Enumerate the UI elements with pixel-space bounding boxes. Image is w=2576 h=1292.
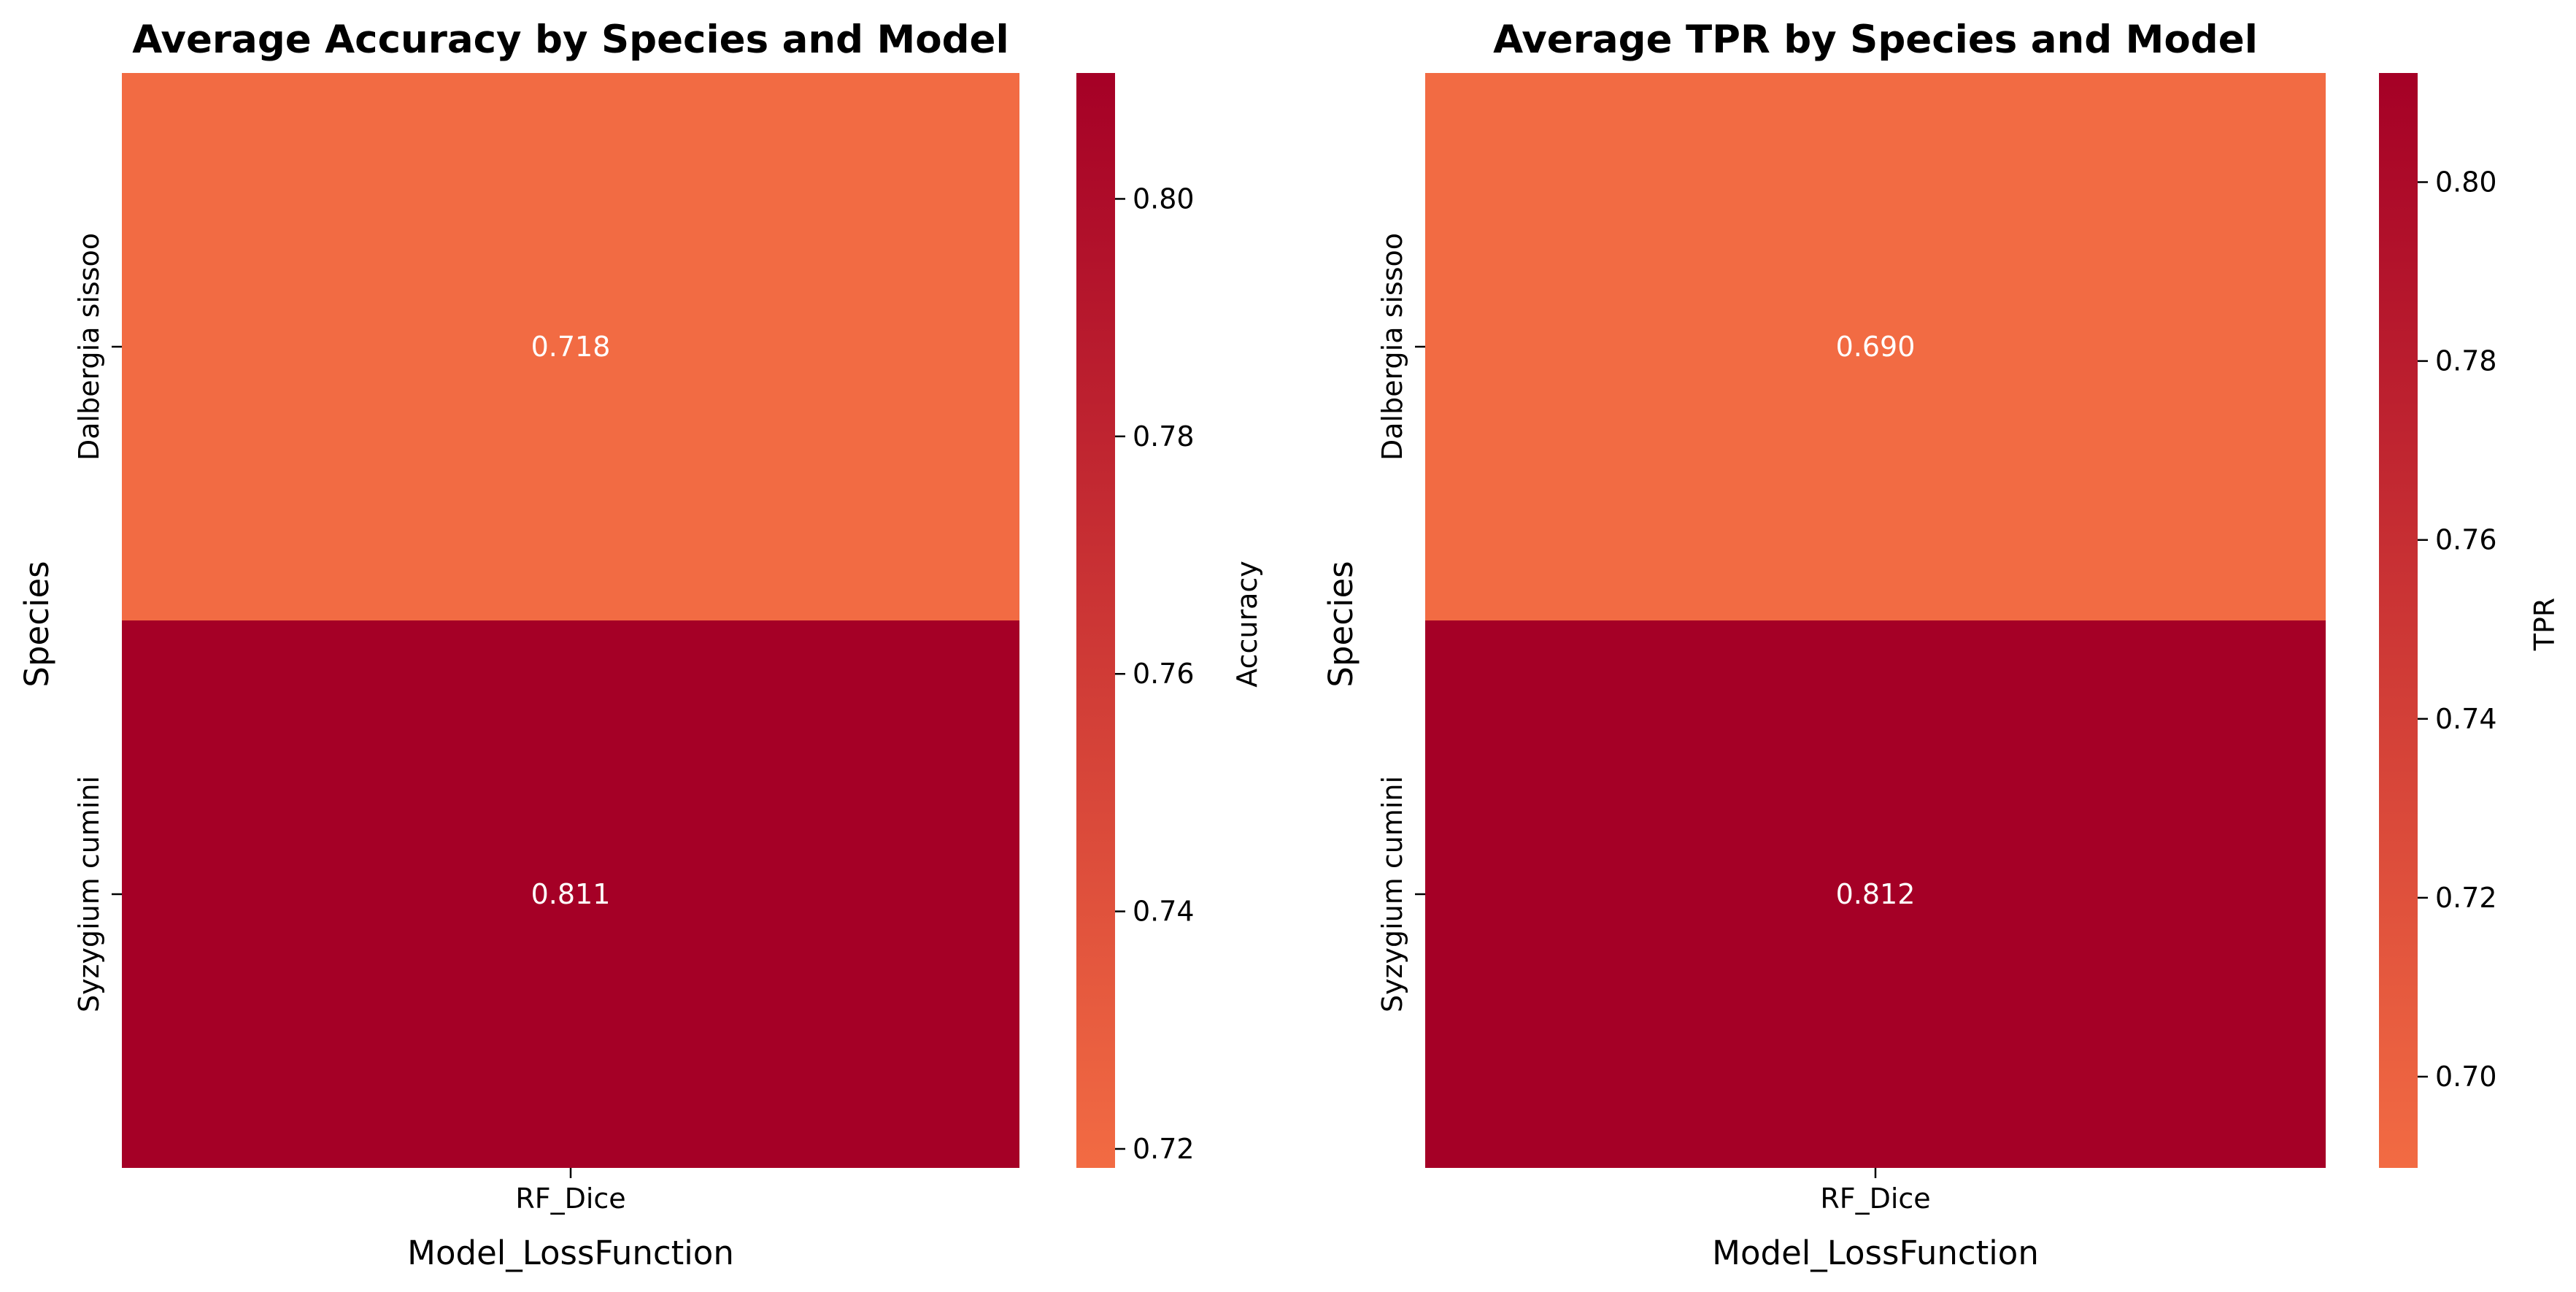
- cell-value-label: 0.718: [531, 331, 611, 363]
- colorbar-gradient: [1076, 73, 1115, 1168]
- colorbar-tick-label: 0.74: [1133, 896, 1195, 928]
- y-tick-label: Syzygium cumini: [73, 776, 105, 1012]
- colorbar-tick-label: 0.72: [1133, 1133, 1195, 1165]
- colorbar: 0.70 0.72 0.74 0.76 0.78 0.80: [2379, 73, 2497, 1168]
- heatmap-cell: [1425, 73, 2326, 620]
- y-axis-label: Species: [18, 561, 56, 687]
- y-axis: Dalbergia sissoo Syzygium cumini: [73, 233, 122, 1012]
- y-tick-label: Dalbergia sissoo: [1376, 233, 1408, 461]
- x-axis: RF_Dice: [1820, 1168, 1931, 1215]
- x-axis-label: Model_LossFunction: [407, 1234, 734, 1272]
- heatmap-cells: 0.718 0.811: [122, 73, 1019, 1168]
- colorbar-tick-label: 0.80: [2435, 166, 2497, 199]
- x-axis-label: Model_LossFunction: [1712, 1234, 2039, 1272]
- colorbar-tick-label: 0.72: [2435, 882, 2497, 914]
- heatmap-cell: [122, 73, 1019, 620]
- colorbar-tick-label: 0.78: [1133, 420, 1195, 453]
- x-tick-label: RF_Dice: [1820, 1183, 1930, 1215]
- y-axis-label: Species: [1322, 561, 1360, 687]
- y-axis: Dalbergia sissoo Syzygium cumini: [1376, 233, 1425, 1012]
- chart-title: Average TPR by Species and Model: [1493, 18, 2258, 62]
- colorbar-tick-label: 0.80: [1133, 182, 1195, 215]
- cell-value-label: 0.690: [1836, 331, 1916, 363]
- y-tick-label: Dalbergia sissoo: [73, 233, 105, 461]
- x-tick-label: RF_Dice: [515, 1183, 625, 1215]
- colorbar-label: TPR: [2529, 598, 2561, 652]
- x-axis: RF_Dice: [515, 1168, 626, 1215]
- colorbar: 0.72 0.74 0.76 0.78 0.80: [1076, 73, 1195, 1168]
- chart-title: Average Accuracy by Species and Model: [132, 18, 1009, 62]
- heatmap-cell: [1425, 620, 2326, 1168]
- colorbar-tick-label: 0.76: [1133, 658, 1195, 690]
- heatmap-cells: 0.690 0.812: [1425, 73, 2326, 1168]
- heatmap-cell: [122, 620, 1019, 1168]
- colorbar-tick-label: 0.74: [2435, 703, 2497, 735]
- colorbar-gradient: [2379, 73, 2418, 1168]
- accuracy-heatmap-panel: Average Accuracy by Species and Model 0.…: [18, 18, 1263, 1272]
- tpr-heatmap-panel: Average TPR by Species and Model 0.6900.…: [1322, 18, 2561, 1272]
- colorbar-tick-label: 0.78: [2435, 345, 2497, 377]
- colorbar-tick-label: 0.76: [2435, 524, 2497, 556]
- colorbar-tick-label: 0.70: [2435, 1061, 2497, 1093]
- y-tick-label: Syzygium cumini: [1376, 776, 1408, 1012]
- cell-value-label: 0.811: [531, 878, 611, 910]
- cell-value-label: 0.812: [1836, 878, 1916, 910]
- colorbar-label: Accuracy: [1231, 561, 1263, 688]
